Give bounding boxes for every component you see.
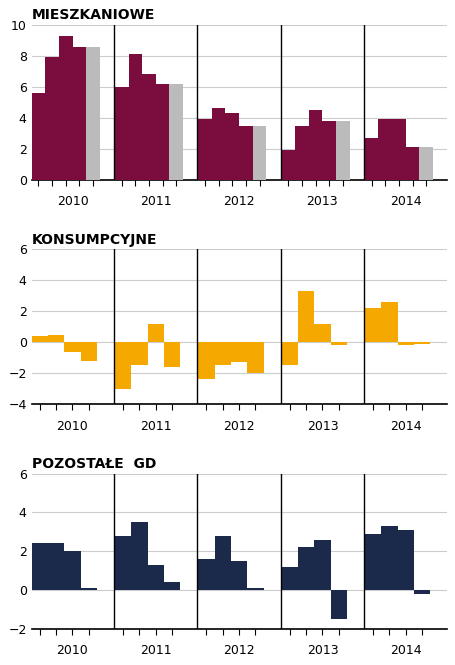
Bar <box>198 342 215 380</box>
Bar <box>81 588 97 590</box>
Bar <box>215 342 231 366</box>
Bar <box>392 119 406 180</box>
Text: 2010: 2010 <box>57 196 88 208</box>
Text: 2011: 2011 <box>140 420 172 433</box>
Text: 2010: 2010 <box>56 644 88 657</box>
Bar <box>309 110 323 180</box>
Text: 2014: 2014 <box>390 644 422 657</box>
Bar <box>115 536 131 590</box>
Bar <box>406 147 420 180</box>
Text: 2013: 2013 <box>307 644 338 657</box>
Bar <box>336 121 350 180</box>
Bar <box>198 119 212 180</box>
Bar <box>64 342 81 352</box>
Bar <box>239 126 253 180</box>
Bar <box>59 36 72 180</box>
Text: 2011: 2011 <box>140 644 172 657</box>
Bar <box>212 108 226 180</box>
Bar <box>398 530 414 590</box>
Bar <box>142 74 156 180</box>
Bar <box>365 308 381 342</box>
Bar <box>170 84 183 180</box>
Text: 2013: 2013 <box>307 196 338 208</box>
Bar <box>414 342 430 344</box>
Bar <box>282 342 298 366</box>
Bar <box>314 324 331 342</box>
Bar <box>215 536 231 590</box>
Text: POZOSTAŁE  GD: POZOSTAŁE GD <box>31 458 156 471</box>
Bar <box>147 565 164 590</box>
Text: KONSUMPCYJNE: KONSUMPCYJNE <box>31 233 157 247</box>
Bar <box>331 590 347 619</box>
Bar <box>331 342 347 345</box>
Bar <box>365 138 379 180</box>
Bar <box>198 559 215 590</box>
Bar <box>31 93 45 180</box>
Bar <box>420 147 433 180</box>
Bar <box>147 324 164 342</box>
Text: 2014: 2014 <box>390 196 421 208</box>
Bar <box>86 47 100 180</box>
Bar <box>298 547 314 590</box>
Text: 2012: 2012 <box>223 196 255 208</box>
Bar <box>231 561 247 590</box>
Bar <box>231 342 247 362</box>
Bar <box>314 539 331 590</box>
Bar <box>164 582 180 590</box>
Bar <box>45 57 59 180</box>
Bar <box>48 543 64 590</box>
Bar <box>381 302 398 342</box>
Text: MIESZKANIOWE: MIESZKANIOWE <box>31 9 155 23</box>
Bar <box>381 526 398 590</box>
Bar <box>131 522 147 590</box>
Bar <box>128 55 142 180</box>
Bar <box>81 342 97 361</box>
Bar <box>298 291 314 342</box>
Bar <box>226 113 239 180</box>
Text: 2010: 2010 <box>56 420 88 433</box>
Bar <box>131 342 147 366</box>
Bar <box>398 342 414 344</box>
Bar <box>31 336 48 342</box>
Bar <box>365 534 381 590</box>
Bar <box>72 47 86 180</box>
Bar <box>156 84 170 180</box>
Text: 2012: 2012 <box>223 420 255 433</box>
Bar <box>323 121 336 180</box>
Bar <box>48 335 64 342</box>
Bar <box>295 126 309 180</box>
Bar <box>379 119 392 180</box>
Bar <box>282 567 298 590</box>
Bar <box>115 342 131 388</box>
Bar <box>164 342 180 367</box>
Bar <box>115 87 128 180</box>
Text: 2012: 2012 <box>223 644 255 657</box>
Bar <box>253 126 267 180</box>
Text: 2014: 2014 <box>390 420 422 433</box>
Text: 2013: 2013 <box>307 420 338 433</box>
Bar <box>31 543 48 590</box>
Bar <box>64 551 81 590</box>
Bar <box>282 150 295 180</box>
Bar <box>414 590 430 594</box>
Text: 2011: 2011 <box>140 196 172 208</box>
Bar <box>247 588 263 590</box>
Bar <box>247 342 263 373</box>
